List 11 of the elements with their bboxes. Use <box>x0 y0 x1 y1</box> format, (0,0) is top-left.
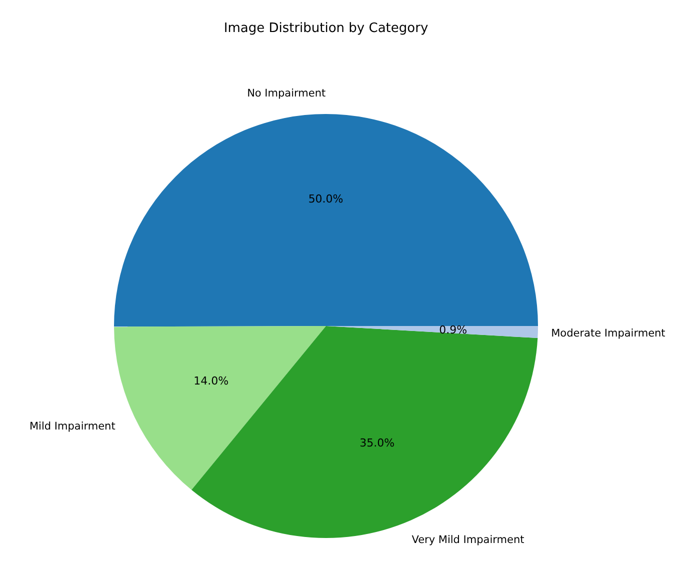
slice-label: Moderate Impairment <box>551 327 666 340</box>
slice-label: No Impairment <box>247 87 326 100</box>
data-label: 35.0% <box>360 436 395 450</box>
pie-slice <box>114 326 326 490</box>
chart-title: Image Distribution by Category <box>224 21 428 36</box>
slice-label: Very Mild Impairment <box>412 534 524 546</box>
data-label: 50.0% <box>308 192 344 206</box>
slice-label: Mild Impairment <box>30 420 116 433</box>
data-label: 14.0% <box>194 374 229 388</box>
pie-slice <box>114 114 538 327</box>
data-label: 0.9% <box>439 323 468 336</box>
